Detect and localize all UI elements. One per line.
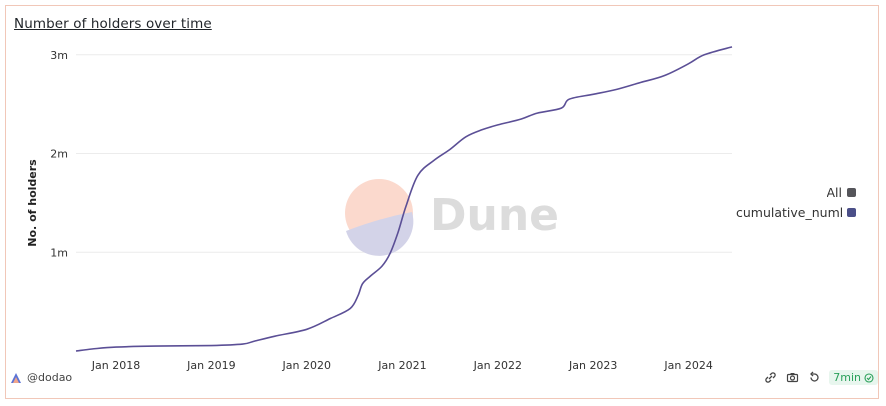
- refresh-age-text: 7min: [833, 371, 861, 384]
- gridlines: [76, 54, 732, 253]
- dune-watermark: Dune: [345, 179, 559, 256]
- y-tick-label: 3m: [50, 49, 68, 62]
- x-axis-ticks: Jan 2018 Jan 2019 Jan 2020 Jan 2021 Jan 2022…: [91, 359, 713, 372]
- x-tick-label: Jan 2023: [568, 359, 617, 372]
- y-tick-label: 2m: [50, 148, 68, 161]
- dune-logo-icon: [11, 372, 21, 383]
- x-tick-label: Jan 2020: [282, 359, 331, 372]
- y-axis-ticks: 1m 2m 3m: [50, 49, 68, 259]
- camera-icon: [786, 373, 798, 383]
- screenshot-button[interactable]: [785, 371, 799, 385]
- check-circle-icon: [864, 372, 874, 383]
- legend-item-cumulative[interactable]: cumulative_numbe: [728, 202, 856, 222]
- chart-title[interactable]: Number of holders over time: [14, 16, 212, 32]
- y-axis-label: No. of holders: [26, 159, 39, 247]
- legend-label: All: [826, 184, 843, 200]
- legend-item-all[interactable]: All: [728, 182, 856, 202]
- watermark-logo-lower: [346, 212, 414, 256]
- refresh-age-badge: 7min: [829, 370, 878, 385]
- legend-swatch: [847, 207, 856, 217]
- share-button[interactable]: [763, 371, 777, 385]
- footer-toolbar: 7min: [763, 370, 878, 385]
- author-link[interactable]: @dodao: [10, 371, 72, 384]
- x-tick-label: Jan 2022: [473, 359, 522, 372]
- x-tick-label: Jan 2021: [377, 359, 426, 372]
- refresh-icon: [809, 371, 819, 382]
- x-tick-label: Jan 2024: [663, 359, 712, 372]
- share-icon: [765, 372, 776, 383]
- author-name: @dodao: [27, 371, 73, 384]
- series-group: [75, 46, 733, 352]
- watermark-text: Dune: [430, 190, 559, 241]
- chart-card: Number of holders over time: [5, 5, 879, 399]
- x-tick-label: Jan 2018: [91, 359, 140, 372]
- legend: All cumulative_numbe: [728, 182, 856, 222]
- legend-swatch: [847, 187, 856, 197]
- x-tick-label: Jan 2019: [186, 359, 235, 372]
- y-tick-label: 1m: [50, 246, 68, 259]
- refresh-button[interactable]: [807, 371, 821, 385]
- legend-label: cumulative_numbe: [736, 204, 842, 220]
- series-line-cumulative_numbe[interactable]: [75, 46, 733, 352]
